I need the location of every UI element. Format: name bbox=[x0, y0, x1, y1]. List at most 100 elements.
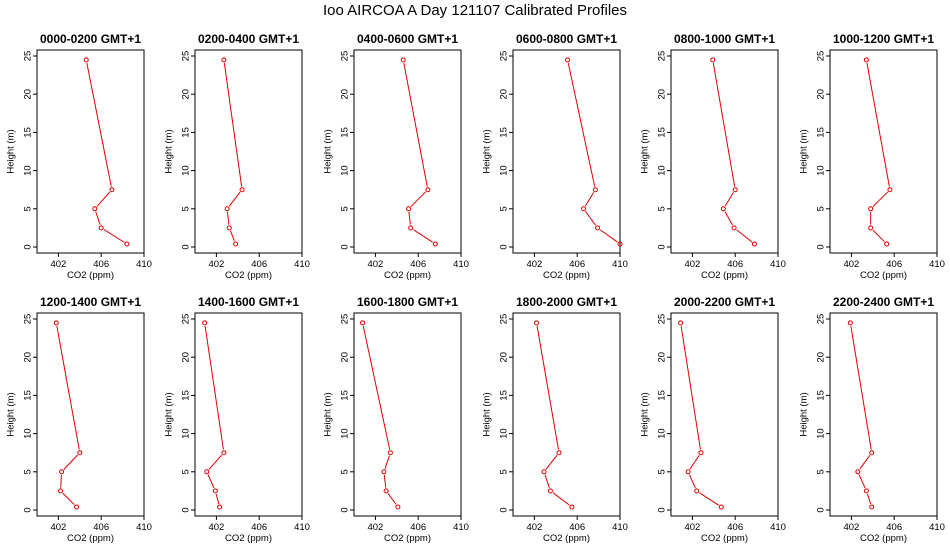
series-segment bbox=[408, 211, 411, 225]
data-point bbox=[217, 504, 223, 510]
data-point bbox=[887, 187, 893, 193]
series-segment bbox=[567, 62, 596, 187]
series-segment bbox=[215, 493, 220, 504]
x-tick-label: 410 bbox=[294, 522, 310, 533]
x-tick-label: 402 bbox=[50, 522, 66, 533]
x-tick-label: 402 bbox=[843, 522, 859, 533]
series-segment bbox=[387, 493, 397, 505]
series-segment bbox=[223, 62, 243, 187]
data-point bbox=[109, 187, 115, 193]
y-tick-label: 25 bbox=[816, 314, 827, 325]
y-tick-label: 10 bbox=[181, 165, 192, 176]
x-tick-label: 402 bbox=[684, 522, 700, 533]
x-tick-label: 406 bbox=[93, 259, 109, 270]
y-tick-label: 15 bbox=[23, 127, 34, 138]
panel-title: 0600-0800 GMT+1 bbox=[516, 32, 617, 46]
y-axis-label: Height (m) bbox=[482, 392, 493, 436]
y-tick-label: 15 bbox=[657, 390, 668, 401]
y-tick-label: 5 bbox=[657, 469, 668, 474]
data-point bbox=[541, 469, 547, 475]
y-tick-label: 25 bbox=[340, 51, 351, 62]
series-segment bbox=[63, 454, 78, 470]
panel: 2000-2200 GMT+1 402 406 410 0 5 10 15 20 25 CO2 (p… bbox=[640, 295, 786, 544]
data-point bbox=[855, 469, 861, 475]
y-tick-label: 0 bbox=[23, 507, 34, 512]
series-segment bbox=[383, 474, 387, 488]
panel: 0400-0600 GMT+1 402 406 410 0 5 10 15 20 25 CO2 (p… bbox=[323, 32, 469, 281]
y-tick-label: 20 bbox=[499, 352, 510, 363]
series-segment bbox=[872, 191, 888, 207]
y-tick-label: 10 bbox=[23, 428, 34, 439]
data-point bbox=[718, 504, 724, 510]
data-point bbox=[685, 469, 691, 475]
y-tick-label: 15 bbox=[816, 390, 827, 401]
x-axis-label: CO2 (ppm) bbox=[701, 270, 748, 281]
data-point bbox=[732, 187, 738, 193]
x-tick-label: 410 bbox=[136, 522, 152, 533]
x-tick-label: 410 bbox=[612, 259, 628, 270]
x-tick-label: 410 bbox=[453, 522, 469, 533]
x-tick-label: 410 bbox=[770, 522, 786, 533]
y-tick-label: 20 bbox=[23, 352, 34, 363]
y-tick-label: 0 bbox=[499, 507, 510, 512]
y-tick-label: 15 bbox=[23, 390, 34, 401]
data-point bbox=[698, 450, 704, 456]
data-point bbox=[83, 57, 89, 63]
series-segment bbox=[545, 454, 558, 470]
data-point bbox=[383, 488, 389, 494]
data-point bbox=[202, 320, 208, 326]
series-segment bbox=[62, 492, 75, 506]
panel: 0800-1000 GMT+1 402 406 410 0 5 10 15 20 25 CO2 (p… bbox=[640, 32, 786, 281]
data-point bbox=[863, 57, 869, 63]
y-tick-label: 10 bbox=[499, 428, 510, 439]
panel-title: 1000-1200 GMT+1 bbox=[833, 32, 934, 46]
x-tick-label: 410 bbox=[294, 259, 310, 270]
data-point bbox=[239, 187, 245, 193]
x-axis-label: CO2 (ppm) bbox=[225, 270, 272, 281]
data-point bbox=[226, 225, 232, 231]
series-segment bbox=[858, 474, 866, 489]
data-point bbox=[387, 450, 393, 456]
x-axis-label: CO2 (ppm) bbox=[225, 533, 272, 544]
panel-title: 1800-2000 GMT+1 bbox=[516, 295, 617, 309]
y-tick-label: 25 bbox=[181, 314, 192, 325]
y-tick-label: 0 bbox=[181, 507, 192, 512]
y-tick-label: 0 bbox=[816, 507, 827, 512]
data-point bbox=[869, 504, 875, 510]
series-segment bbox=[680, 325, 701, 450]
series-segment bbox=[208, 454, 223, 470]
x-axis-label: CO2 (ppm) bbox=[67, 533, 114, 544]
plot-frame bbox=[194, 49, 303, 254]
series-segment bbox=[712, 62, 736, 187]
y-axis-label: Height (m) bbox=[799, 392, 810, 436]
plot-frame bbox=[670, 312, 779, 517]
x-tick-label: 402 bbox=[684, 259, 700, 270]
panel: 1200-1400 GMT+1 402 406 410 0 5 10 15 20 25 CO2 (p… bbox=[6, 295, 152, 544]
x-tick-label: 406 bbox=[569, 259, 585, 270]
data-point bbox=[77, 450, 83, 456]
panel-title: 0800-1000 GMT+1 bbox=[674, 32, 775, 46]
x-tick-label: 406 bbox=[251, 522, 267, 533]
data-point bbox=[581, 206, 587, 212]
series-segment bbox=[688, 474, 696, 489]
data-point bbox=[710, 57, 716, 63]
y-tick-label: 25 bbox=[23, 314, 34, 325]
series-segment bbox=[859, 454, 871, 470]
y-tick-label: 5 bbox=[816, 469, 827, 474]
y-tick-label: 20 bbox=[340, 352, 351, 363]
y-tick-label: 5 bbox=[23, 469, 34, 474]
y-tick-label: 15 bbox=[499, 390, 510, 401]
y-tick-label: 15 bbox=[816, 127, 827, 138]
series-segment bbox=[86, 62, 112, 187]
y-tick-label: 20 bbox=[657, 352, 668, 363]
x-tick-label: 402 bbox=[526, 259, 542, 270]
y-tick-label: 25 bbox=[499, 314, 510, 325]
y-tick-label: 5 bbox=[499, 469, 510, 474]
series-segment bbox=[403, 62, 428, 187]
series-segment bbox=[736, 229, 753, 243]
data-point bbox=[98, 225, 104, 231]
y-tick-label: 5 bbox=[657, 206, 668, 211]
x-tick-label: 410 bbox=[453, 259, 469, 270]
y-axis-label: Height (m) bbox=[323, 129, 334, 173]
y-axis-label: Height (m) bbox=[799, 129, 810, 173]
